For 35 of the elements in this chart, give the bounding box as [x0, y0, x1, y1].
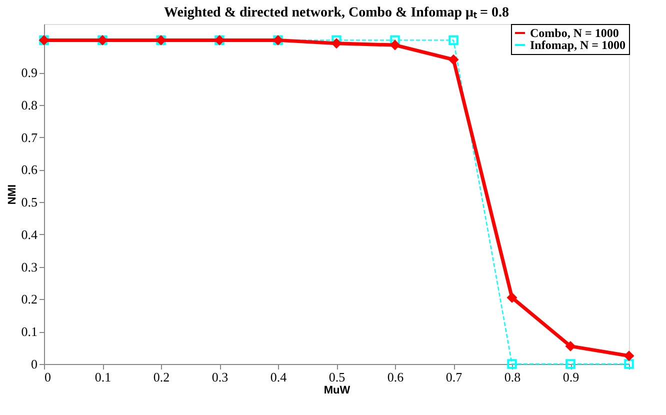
x-tick-label: 0.5: [328, 370, 346, 384]
y-axis-title: NMI: [6, 184, 18, 205]
x-tick-label: 0.1: [94, 370, 112, 384]
y-tick-label: 0.6: [21, 162, 38, 178]
x-axis-title: MuW: [324, 384, 351, 396]
y-tick-label: 0.8: [21, 97, 38, 112]
point: [448, 35, 458, 46]
point: [390, 35, 400, 46]
y-tick-label: 0.5: [21, 194, 38, 210]
y-tick-label: 0.1: [21, 324, 38, 340]
x-tick-label: 0.7: [446, 370, 463, 384]
x-tick-label: 0.6: [387, 370, 404, 384]
y-tick-label: 0.3: [21, 259, 38, 274]
y-tick-label: 0.4: [21, 226, 38, 242]
y-tick-label: 0.7: [21, 130, 38, 145]
legend-label: Combo, N = 1000: [530, 26, 619, 40]
point: [448, 54, 459, 65]
x-tick-label: 0: [44, 370, 51, 384]
x-tick-label: 0.9: [562, 370, 580, 384]
y-tick-label: 0.2: [21, 292, 38, 307]
x-tick-label: 0.2: [153, 370, 170, 384]
y-tick-label: 0: [31, 356, 38, 372]
chart-title: Weighted & directed network, Combo & Infomap μₜ = 0.8: [164, 6, 509, 20]
point: [565, 340, 576, 352]
point: [624, 350, 634, 362]
point: [390, 40, 400, 50]
point: [331, 38, 342, 49]
x-tick-label: 0.3: [212, 370, 228, 384]
point: [507, 359, 517, 369]
x-tick-label: 0.8: [504, 370, 521, 384]
legend-label: Infomap, N = 1000: [530, 38, 626, 52]
x-tick-label: 0.4: [270, 370, 288, 384]
point: [506, 292, 518, 303]
point: [566, 359, 576, 369]
y-tick-label: 0.9: [21, 65, 38, 80]
